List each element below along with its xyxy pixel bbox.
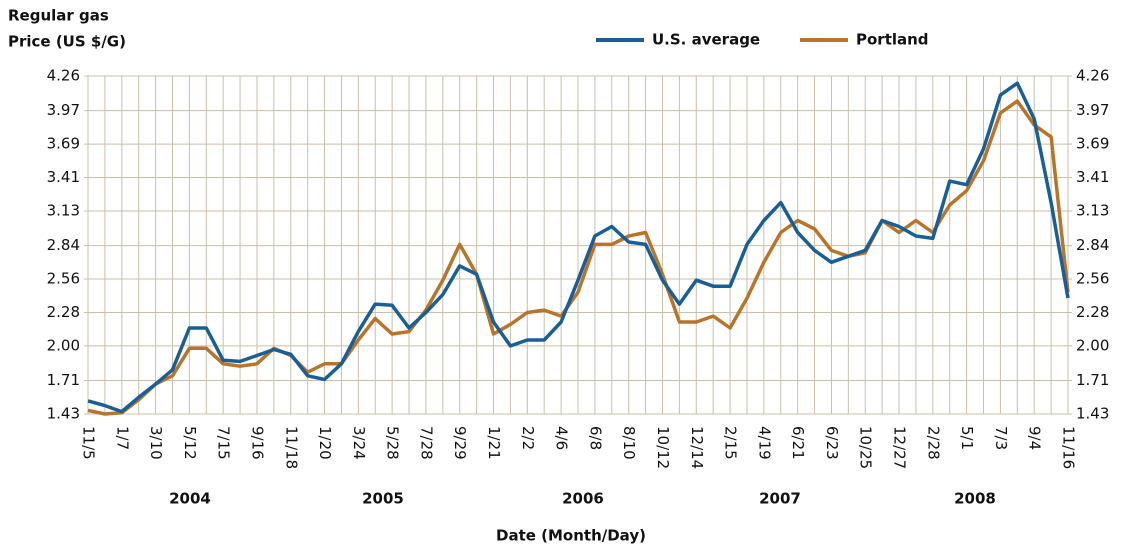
year-label: 2005 <box>362 490 404 508</box>
x-tick-label: 4/19 <box>755 426 773 460</box>
y2-tick-label: 1.43 <box>1076 405 1109 423</box>
x-tick-label: 2/28 <box>924 426 942 460</box>
x-tick-label: 12/27 <box>891 426 909 469</box>
x-tick-label: 1/21 <box>485 426 503 460</box>
y-tick-label: 4.26 <box>47 67 80 85</box>
x-tick-label: 8/10 <box>620 426 638 460</box>
x-tick-label: 4/6 <box>553 426 571 450</box>
series-line <box>87 81 1070 414</box>
x-tick-label: 11/16 <box>1060 426 1078 469</box>
x-tick-label: 5/1 <box>958 426 976 450</box>
y-axis-label: Regular gas <box>8 7 109 25</box>
x-tick-label: 11/5 <box>80 426 98 460</box>
x-tick-label: 9/29 <box>451 426 469 460</box>
x-tick-label: 2/2 <box>519 426 537 450</box>
y2-tick-label: 4.26 <box>1076 67 1109 85</box>
x-tick-label: 5/28 <box>384 426 402 460</box>
y-tick-label: 3.97 <box>47 101 80 119</box>
y2-tick-label: 2.28 <box>1076 303 1109 321</box>
x-tick-label: 6/23 <box>823 426 841 460</box>
x-tick-label: 11/18 <box>282 426 300 469</box>
y2-tick-label: 2.84 <box>1076 236 1109 254</box>
x-tick-label: 10/25 <box>857 426 875 469</box>
y2-tick-label: 3.97 <box>1076 101 1109 119</box>
y-tick-label: 1.43 <box>47 405 80 423</box>
y-tick-label: 2.00 <box>47 336 80 354</box>
x-tick-label: 7/15 <box>215 426 233 460</box>
y2-tick-label: 2.00 <box>1076 336 1109 354</box>
y2-tick-label: 3.69 <box>1076 135 1109 153</box>
x-tick-label: 1/7 <box>113 426 131 450</box>
x-tick-label: 1/20 <box>316 426 334 460</box>
x-tick-label: 10/12 <box>654 426 672 469</box>
year-label: 2008 <box>954 490 996 508</box>
y-tick-label: 3.41 <box>47 168 80 186</box>
x-tick-label: 6/8 <box>586 426 604 450</box>
y-tick-label: 3.69 <box>47 135 80 153</box>
x-tick-label: 6/21 <box>789 426 807 460</box>
legend-label: U.S. average <box>652 31 760 49</box>
x-axis-label: Date (Month/Day) <box>496 527 646 545</box>
y-axis-label: Price (US $/G) <box>8 33 126 51</box>
y-tick-label: 2.56 <box>47 270 80 288</box>
x-tick-label: 7/28 <box>417 426 435 460</box>
y2-tick-label: 1.71 <box>1076 371 1109 389</box>
x-tick-label: 12/14 <box>688 426 706 469</box>
legend-label: Portland <box>856 31 929 49</box>
x-tick-label: 9/4 <box>1026 426 1044 450</box>
x-tick-label: 3/24 <box>350 426 368 460</box>
x-tick-label: 5/12 <box>181 426 199 460</box>
y-tick-label: 3.13 <box>47 201 80 219</box>
year-label: 2007 <box>759 490 801 508</box>
y2-tick-label: 3.13 <box>1076 201 1109 219</box>
x-tick-label: 7/3 <box>992 426 1010 450</box>
year-label: 2004 <box>169 490 211 508</box>
y2-tick-label: 2.56 <box>1076 270 1109 288</box>
year-label: 2006 <box>562 490 604 508</box>
x-tick-label: 2/15 <box>722 426 740 460</box>
x-tick-label: 9/16 <box>248 426 266 460</box>
y-tick-label: 2.28 <box>47 303 80 321</box>
x-tick-label: 3/10 <box>147 426 165 460</box>
y2-tick-label: 3.41 <box>1076 168 1109 186</box>
y-tick-label: 1.71 <box>47 371 80 389</box>
y-tick-label: 2.84 <box>47 236 80 254</box>
